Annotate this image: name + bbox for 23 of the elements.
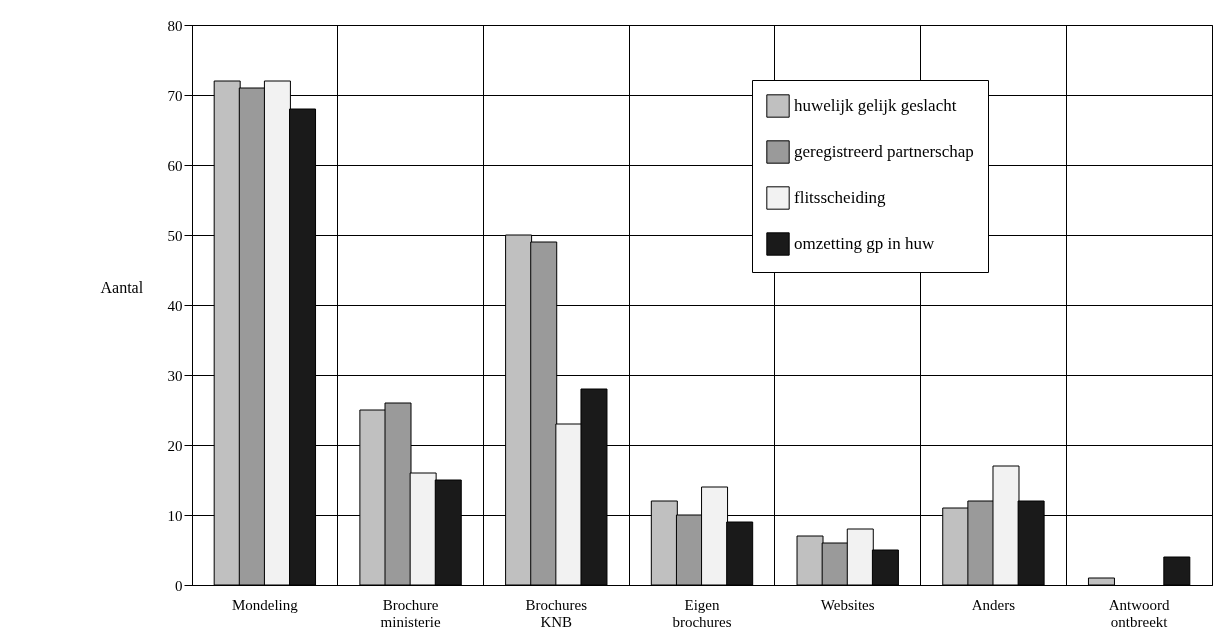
y-tick-label: 0: [175, 577, 183, 594]
y-tick-label: 60: [167, 157, 183, 174]
legend-label: geregistreerd partnerschap: [794, 142, 974, 161]
x-tick-label: Websites: [820, 596, 875, 613]
y-tick-label: 40: [167, 297, 183, 314]
x-tick-label: Brochures KNB: [525, 596, 588, 630]
legend-label: flitsscheiding: [794, 188, 887, 207]
bar: [1087, 577, 1115, 586]
legend-label: omzetting gp in huw: [794, 234, 935, 253]
bar: [1163, 556, 1191, 586]
y-tick-label: 10: [167, 507, 183, 524]
legend-label: huwelijk gelijk geslacht: [794, 96, 957, 115]
x-tick-label: Antwoord ontbreekt: [1108, 596, 1171, 630]
x-tick-label: Eigen brochures: [672, 596, 732, 630]
y-tick-label: 70: [167, 87, 183, 104]
x-tick-label: Brochure ministerie: [380, 596, 441, 630]
y-tick-label: 80: [167, 17, 183, 34]
y-tick-label: 20: [167, 437, 183, 454]
y-tick-label: 30: [167, 367, 183, 384]
y-axis-title: Aantal: [100, 278, 144, 296]
x-tick-label: Anders: [971, 596, 1016, 613]
y-tick-label: 50: [167, 227, 183, 244]
x-tick-label: Mondeling: [231, 596, 299, 613]
